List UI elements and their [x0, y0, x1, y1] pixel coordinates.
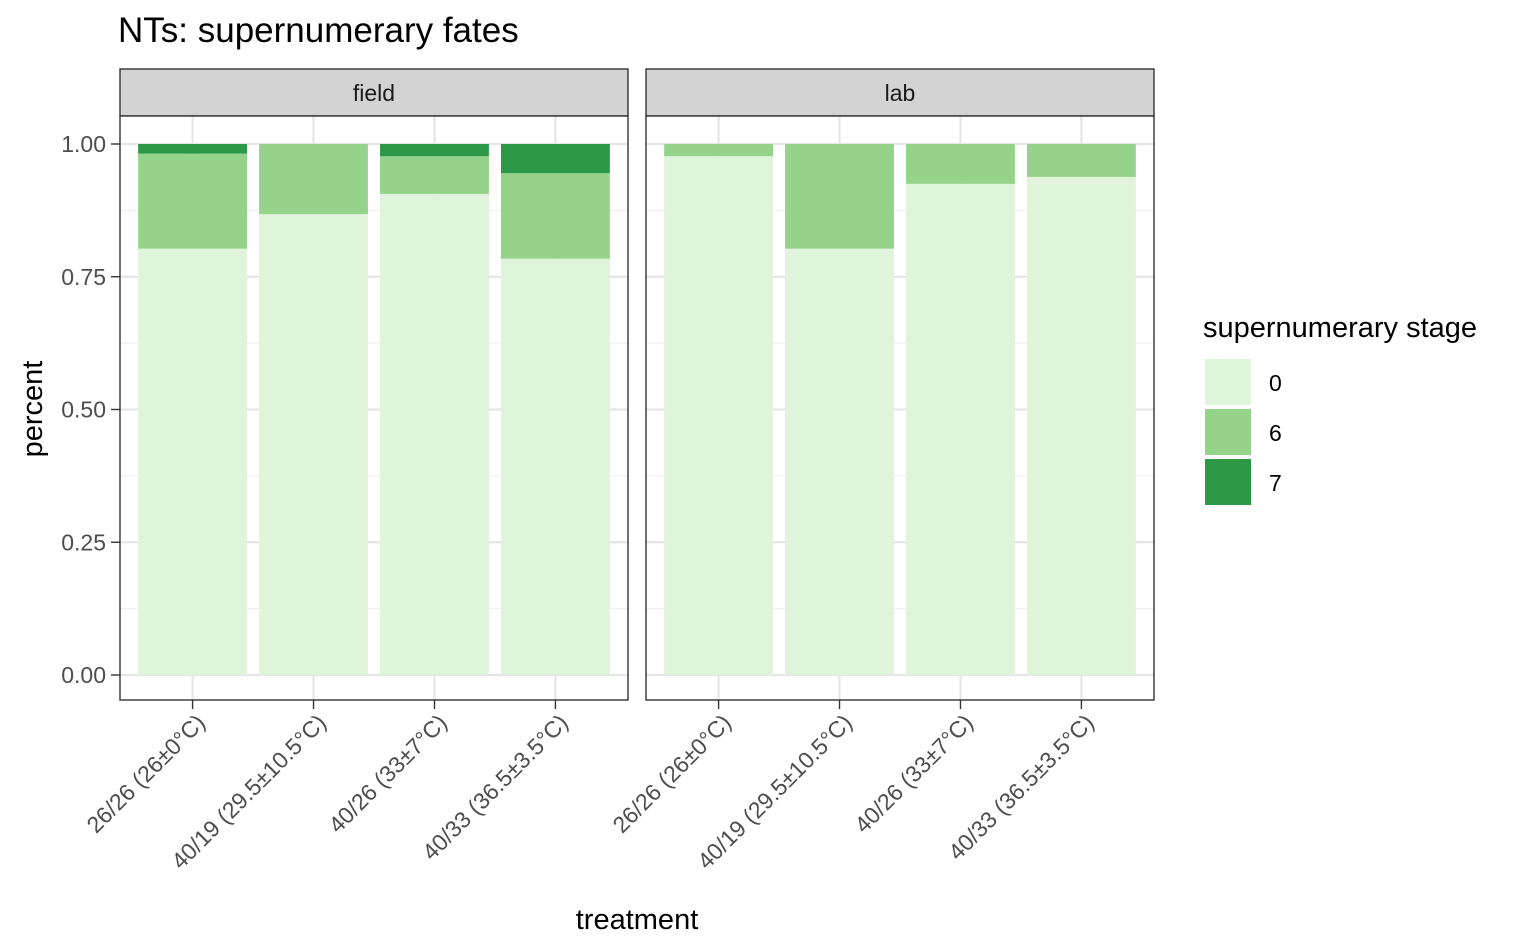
panel-border	[119, 115, 629, 701]
legend-key-7	[1205, 459, 1251, 505]
bar-segment-stage-0	[1027, 176, 1136, 675]
facet-strip-label: lab	[885, 80, 916, 106]
legend-title: supernumerary stage	[1203, 312, 1477, 344]
y-tick-label: 0.00	[61, 662, 106, 688]
legend-key-6	[1205, 409, 1251, 455]
bar-segment-stage-7	[501, 144, 610, 174]
bar-segment-stage-6	[138, 153, 247, 249]
y-tick-label: 1.00	[61, 131, 106, 157]
legend: supernumerary stage 0 6 7	[1203, 312, 1477, 505]
panel-border	[645, 115, 1155, 701]
bar-segment-stage-0	[906, 183, 1015, 675]
y-tick-label: 0.75	[61, 264, 106, 290]
bar-segment-stage-6	[380, 156, 489, 194]
bar-segment-stage-6	[1027, 144, 1136, 177]
legend-key-0	[1205, 359, 1251, 405]
bar-segment-stage-0	[138, 248, 247, 675]
legend-label-0: 0	[1269, 370, 1282, 396]
bar-segment-stage-6	[785, 144, 894, 249]
bar-segment-stage-6	[664, 144, 773, 157]
y-tick-label: 0.50	[61, 397, 106, 423]
bar-segment-stage-6	[259, 144, 368, 215]
y-tick-label: 0.25	[61, 529, 106, 555]
bar-segment-stage-0	[785, 248, 894, 675]
facet-strip-label: field	[353, 80, 395, 106]
bar-segment-stage-0	[380, 193, 489, 675]
bar-segment-stage-0	[664, 156, 773, 675]
legend-label-7: 7	[1269, 470, 1282, 496]
bar-segment-stage-7	[380, 144, 489, 157]
chart-title: NTs: supernumerary fates	[118, 11, 519, 50]
bar-segment-stage-6	[906, 144, 1015, 184]
bar-segment-stage-7	[138, 144, 247, 154]
bar-segment-stage-0	[501, 258, 610, 675]
x-axis-label: treatment	[576, 904, 699, 936]
legend-label-6: 6	[1269, 420, 1282, 446]
facet-strip	[119, 68, 629, 117]
y-axis-label: percent	[17, 361, 49, 458]
bar-segment-stage-6	[501, 173, 610, 259]
facet-strip	[645, 68, 1155, 117]
bar-segment-stage-0	[259, 214, 368, 676]
